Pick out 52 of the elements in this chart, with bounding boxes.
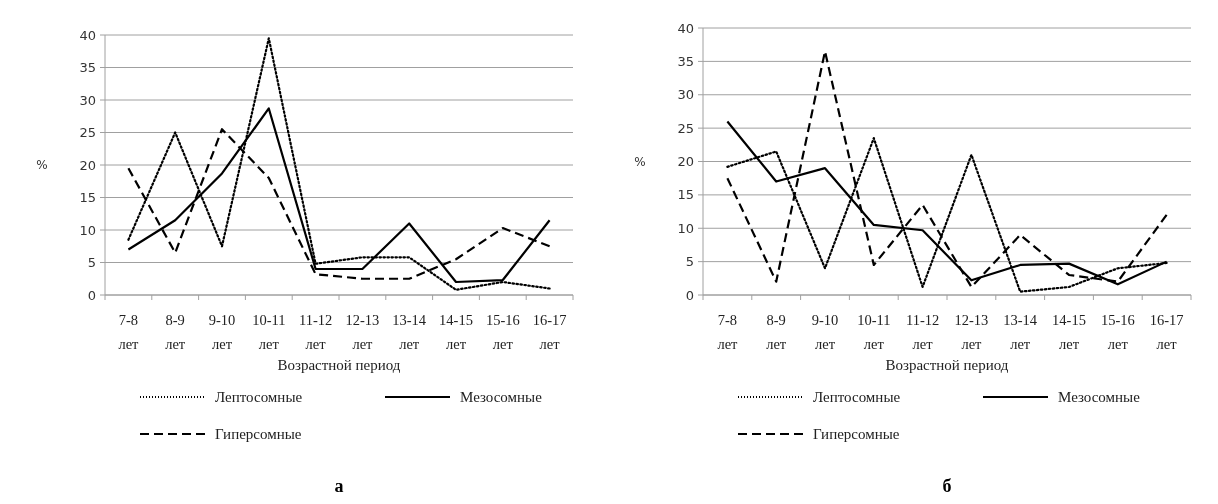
x-tick-label: 11-12 лет xyxy=(905,312,940,352)
x-tick-label: 15-16 лет xyxy=(485,312,520,352)
y-tick-label: 35 xyxy=(79,60,96,76)
y-tick-label: 10 xyxy=(79,222,96,238)
x-tick-label: 16-17 лет xyxy=(1149,312,1184,352)
y-tick-label: 40 xyxy=(677,20,694,36)
x-axis-title: Возрастной период xyxy=(885,357,1009,373)
x-tick-label: 11-12 лет xyxy=(298,312,333,352)
y-tick-label: 25 xyxy=(79,125,96,141)
y-tick-label: 40 xyxy=(79,27,96,43)
y-tick-label: 5 xyxy=(685,254,694,270)
legend-label: Мезосомные xyxy=(460,389,543,406)
legend-label: Лептосомные xyxy=(813,389,901,406)
y-axis-title: % xyxy=(634,154,646,169)
x-tick-label: 16-17 лет xyxy=(532,312,567,352)
text: б xyxy=(942,476,952,496)
legend-label: Лептосомные xyxy=(215,389,303,406)
x-tick-label: 12-13 лет xyxy=(954,312,989,352)
legend-label: Гиперсомные xyxy=(813,426,900,443)
legend-label: Мезосомные xyxy=(1058,389,1141,406)
y-tick-label: 15 xyxy=(677,187,694,203)
x-tick-label: 14-15 лет xyxy=(1052,312,1086,352)
y-tick-label: 0 xyxy=(685,287,694,303)
y-tick-label: 0 xyxy=(87,287,96,303)
y-tick-label: 30 xyxy=(677,87,694,103)
x-tick-label: 8-9 лет xyxy=(766,312,787,352)
x-tick-label: 7-8 лет xyxy=(118,312,140,352)
x-tick-label: 14-15 лет xyxy=(439,312,473,352)
x-tick-label: 9-10 лет xyxy=(208,312,236,352)
y-tick-label: 35 xyxy=(677,53,694,69)
x-tick-label: 15-16 лет xyxy=(1100,312,1135,352)
x-tick-label: 8-9 лет xyxy=(165,312,186,352)
y-tick-label: 20 xyxy=(677,154,694,170)
x-tick-label: 10-11 лет xyxy=(252,312,286,352)
x-tick-label: 10-11 лет xyxy=(857,312,891,352)
line-series xyxy=(726,50,1168,289)
y-tick-label: 30 xyxy=(79,92,96,108)
legend-label: Гиперсомные xyxy=(215,426,302,443)
y-tick-label: 5 xyxy=(87,255,96,271)
x-tick-label: 9-10 лет xyxy=(811,312,839,352)
y-tick-label: 10 xyxy=(677,220,694,236)
x-axis-title: Возрастной период xyxy=(277,357,401,373)
x-tick-label: 7-8 лет xyxy=(717,312,739,352)
y-axis-title: % xyxy=(36,158,48,173)
x-tick-label: 12-13 лет xyxy=(345,312,380,352)
y-tick-label: 15 xyxy=(79,190,96,206)
text: а xyxy=(334,476,344,496)
x-tick-label: 13-14 лет xyxy=(392,312,427,352)
y-tick-label: 25 xyxy=(677,120,694,136)
x-tick-label: 13-14 лет xyxy=(1003,312,1038,352)
y-tick-label: 20 xyxy=(79,157,96,173)
line-series xyxy=(127,37,551,291)
